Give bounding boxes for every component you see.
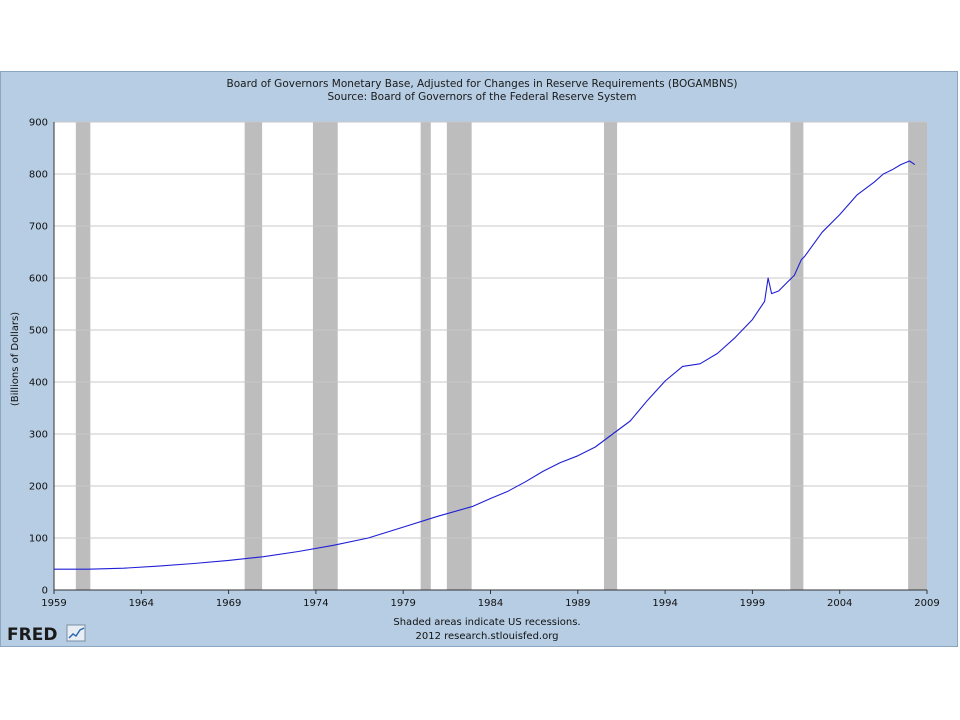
x-tick-labels: 1959 1964 1969 1974 1979 1984 1989 1994 1999 2004… [41,598,939,609]
y-tick-label-0: 0 [42,586,48,597]
y-tick-label-7: 700 [29,222,48,233]
recession-band-7 [908,122,927,590]
recession-band-5 [603,122,618,590]
plot-area [54,122,927,590]
x-tick-label-2: 1969 [216,598,241,609]
y-tick-labels: 0 100 200 300 400 500 600 700 800 900 [29,118,48,597]
plot-background [54,122,927,590]
axes [53,122,928,594]
x-tick-label-9: 2004 [827,598,852,609]
y-tick-label-5: 500 [29,326,48,337]
y-tick-label-8: 800 [29,170,48,181]
recession-bands [75,122,927,590]
fred-logo: FRED [7,624,86,645]
recession-band-2 [312,122,338,590]
fred-logo-graph-icon [66,624,86,642]
series-line-0 [54,160,916,570]
x-tick-label-5: 1984 [478,598,503,609]
x-tick-label-6: 1989 [565,598,590,609]
y-tick-label-6: 600 [29,274,48,285]
y-tick-label-2: 200 [29,482,48,493]
series-layer [54,160,916,570]
recession-band-3 [420,122,431,590]
y-axis-label: (Billions of Dollars) [10,312,21,406]
recession-band-4 [446,122,472,590]
chart-svg: Board of Governors Monetary Base, Adjust… [7,78,940,645]
x-tick-label-10: 2009 [914,598,939,609]
recession-band-1 [244,122,263,590]
chart-frame: Board of Governors Monetary Base, Adjust… [0,71,958,647]
source-url: 2012 research.stlouisfed.org [415,631,558,642]
y-tick-label-4: 400 [29,378,48,389]
x-tick-label-4: 1979 [390,598,415,609]
fred-logo-text: FRED [7,625,57,645]
y-tick-label-3: 300 [29,430,48,441]
recession-band-0 [75,122,91,590]
x-tick-label-7: 1994 [652,598,677,609]
y-tick-label-1: 100 [29,534,48,545]
recession-band-6 [790,122,804,590]
y-tick-label-9: 900 [29,118,48,129]
x-tick-label-1: 1964 [129,598,154,609]
chart-subtitle: Source: Board of Governors of the Federa… [328,91,637,103]
grid-lines [54,121,927,539]
recession-note: Shaded areas indicate US recessions. [393,617,580,628]
x-tick-label-8: 1999 [740,598,765,609]
chart-title: Board of Governors Monetary Base, Adjust… [227,78,738,90]
x-tick-label-0: 1959 [41,598,66,609]
x-tick-label-3: 1974 [303,598,328,609]
